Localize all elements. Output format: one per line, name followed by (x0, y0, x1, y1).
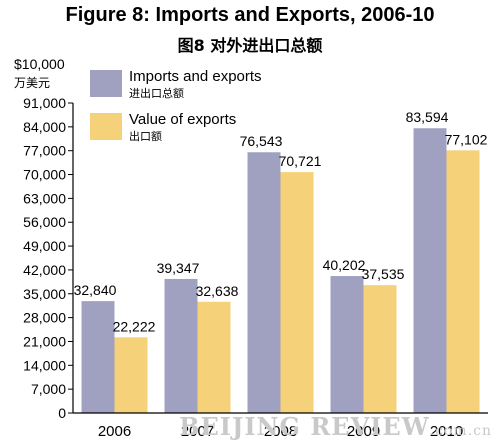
x-tick-label: 2006 (98, 423, 131, 440)
y-tick-label: 70,000 (23, 167, 66, 183)
chart-title: Figure 8: Imports and Exports, 2006-10 (65, 4, 435, 26)
y-tick-label: 77,000 (23, 143, 66, 159)
y-unit-label: $10,000 (14, 56, 65, 72)
bar-imports (81, 301, 115, 413)
y-tick-label: 91,000 (23, 95, 66, 111)
data-label: 37,535 (362, 266, 405, 282)
legend-label-cn: 进出口总额 (129, 86, 184, 100)
x-tick-label: 2008 (264, 423, 297, 440)
bar-imports (247, 152, 281, 413)
data-label: 70,721 (279, 153, 322, 169)
y-tick-label: 35,000 (23, 286, 66, 302)
y-tick-label: 56,000 (23, 214, 66, 230)
data-label: 77,102 (445, 131, 488, 147)
watermark-domain: .com.cn (429, 423, 492, 439)
bar-imports (413, 128, 447, 413)
y-tick-label: 49,000 (23, 238, 66, 254)
x-tick-label: 2009 (347, 423, 380, 440)
x-tick-label: 2010 (430, 423, 463, 440)
legend-label: Imports and exports (129, 68, 262, 85)
y-tick-label: 28,000 (23, 310, 66, 326)
y-tick-label: 7,000 (31, 381, 66, 397)
legend-swatch (90, 70, 122, 97)
bar-exports (114, 337, 148, 413)
watermark-text: BEIJING REVIEW (179, 412, 430, 441)
data-label: 32,840 (74, 282, 117, 298)
bar-exports (280, 172, 314, 413)
data-label: 22,222 (113, 318, 156, 334)
legend-swatch (90, 113, 122, 140)
y-tick-label: 14,000 (23, 357, 66, 373)
data-label: 76,543 (240, 133, 283, 149)
legend-label-cn: 出口额 (129, 129, 162, 143)
data-label: 40,202 (323, 257, 366, 273)
data-label: 39,347 (157, 260, 200, 276)
y-tick-label: 63,000 (23, 190, 66, 206)
bar-exports (446, 150, 480, 413)
bar-imports (164, 278, 198, 413)
y-tick-label: 42,000 (23, 262, 66, 278)
y-unit-label-cn: 万美元 (14, 76, 51, 90)
chart-subtitle: 图8 对外进出口总额 (177, 36, 323, 55)
data-label: 32,638 (196, 283, 239, 299)
x-tick-label: 2007 (181, 423, 214, 440)
legend-label: Value of exports (129, 111, 236, 128)
bar-imports (330, 276, 364, 413)
bar-exports (197, 301, 231, 413)
data-label: 83,594 (406, 109, 449, 125)
y-tick-label: 21,000 (23, 333, 66, 349)
watermark: BEIJING REVIEW.com.cn (179, 412, 492, 441)
y-tick-label: 84,000 (23, 119, 66, 135)
y-tick-label: 0 (58, 405, 66, 421)
bar-exports (363, 285, 397, 413)
